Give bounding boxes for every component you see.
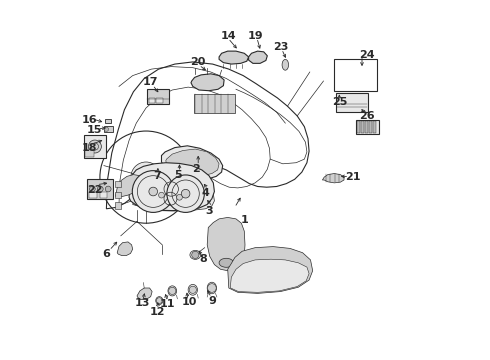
Ellipse shape bbox=[190, 251, 201, 259]
Bar bbox=[104, 119, 111, 123]
Text: 17: 17 bbox=[143, 77, 158, 87]
Polygon shape bbox=[137, 288, 152, 300]
Text: 20: 20 bbox=[191, 57, 206, 67]
Text: 8: 8 bbox=[200, 254, 207, 264]
Text: 23: 23 bbox=[273, 42, 289, 52]
Circle shape bbox=[181, 189, 190, 198]
Text: 2: 2 bbox=[193, 164, 200, 174]
Circle shape bbox=[88, 140, 101, 153]
Polygon shape bbox=[129, 163, 215, 211]
Circle shape bbox=[176, 194, 182, 200]
Circle shape bbox=[105, 186, 111, 192]
Circle shape bbox=[90, 186, 95, 192]
Circle shape bbox=[132, 171, 174, 212]
Bar bbox=[373, 121, 376, 133]
Ellipse shape bbox=[156, 297, 163, 305]
Circle shape bbox=[208, 284, 216, 292]
Bar bbox=[357, 121, 360, 133]
Circle shape bbox=[156, 298, 162, 303]
Bar bbox=[99, 192, 107, 198]
Bar bbox=[361, 121, 364, 133]
Text: 3: 3 bbox=[205, 206, 213, 216]
Text: 5: 5 bbox=[174, 170, 182, 180]
Polygon shape bbox=[133, 175, 215, 211]
Polygon shape bbox=[228, 247, 313, 293]
Polygon shape bbox=[162, 146, 222, 179]
Polygon shape bbox=[207, 217, 245, 271]
Polygon shape bbox=[322, 174, 344, 183]
Text: 14: 14 bbox=[221, 31, 237, 41]
Bar bbox=[365, 121, 368, 133]
Text: 26: 26 bbox=[359, 111, 374, 121]
Circle shape bbox=[192, 251, 199, 258]
Text: 9: 9 bbox=[209, 296, 217, 306]
Ellipse shape bbox=[168, 286, 176, 296]
Bar bbox=[115, 181, 121, 187]
Polygon shape bbox=[116, 175, 144, 197]
Circle shape bbox=[159, 192, 164, 198]
Text: 22: 22 bbox=[87, 185, 102, 195]
Bar bbox=[85, 150, 94, 157]
Text: 10: 10 bbox=[181, 297, 197, 307]
Ellipse shape bbox=[188, 284, 197, 295]
Bar bbox=[156, 98, 163, 103]
Text: 19: 19 bbox=[248, 31, 264, 41]
Bar bbox=[369, 121, 372, 133]
Text: 6: 6 bbox=[102, 249, 110, 259]
Ellipse shape bbox=[207, 282, 217, 294]
Text: 1: 1 bbox=[241, 215, 249, 225]
Polygon shape bbox=[231, 259, 309, 292]
Polygon shape bbox=[117, 242, 133, 256]
Circle shape bbox=[104, 127, 109, 131]
Ellipse shape bbox=[219, 258, 233, 267]
Text: 11: 11 bbox=[160, 299, 175, 309]
Bar bbox=[115, 192, 121, 198]
Text: 13: 13 bbox=[135, 298, 150, 308]
Bar bbox=[90, 192, 98, 198]
Circle shape bbox=[149, 187, 157, 196]
Text: 21: 21 bbox=[345, 172, 361, 182]
Bar bbox=[104, 126, 113, 132]
Circle shape bbox=[131, 162, 161, 192]
Text: 7: 7 bbox=[153, 171, 161, 181]
Bar bbox=[84, 135, 106, 158]
Text: 12: 12 bbox=[150, 307, 166, 318]
Text: 24: 24 bbox=[360, 50, 375, 60]
Polygon shape bbox=[191, 74, 224, 91]
Bar bbox=[147, 89, 169, 104]
Text: 25: 25 bbox=[332, 96, 347, 107]
Circle shape bbox=[169, 287, 176, 294]
Text: 18: 18 bbox=[82, 143, 97, 153]
Polygon shape bbox=[219, 51, 248, 64]
Text: 15: 15 bbox=[87, 125, 102, 135]
Bar bbox=[87, 179, 113, 199]
Bar bbox=[336, 93, 368, 112]
Bar bbox=[115, 202, 121, 209]
Bar bbox=[356, 120, 379, 134]
Bar bbox=[148, 98, 155, 103]
Ellipse shape bbox=[282, 59, 289, 70]
Circle shape bbox=[167, 175, 204, 212]
Circle shape bbox=[189, 286, 196, 293]
Text: 16: 16 bbox=[82, 114, 98, 125]
Polygon shape bbox=[166, 149, 219, 176]
Text: 4: 4 bbox=[201, 188, 209, 198]
Circle shape bbox=[98, 186, 103, 192]
Polygon shape bbox=[248, 51, 268, 63]
Bar bbox=[194, 94, 235, 113]
Bar bbox=[334, 59, 377, 91]
